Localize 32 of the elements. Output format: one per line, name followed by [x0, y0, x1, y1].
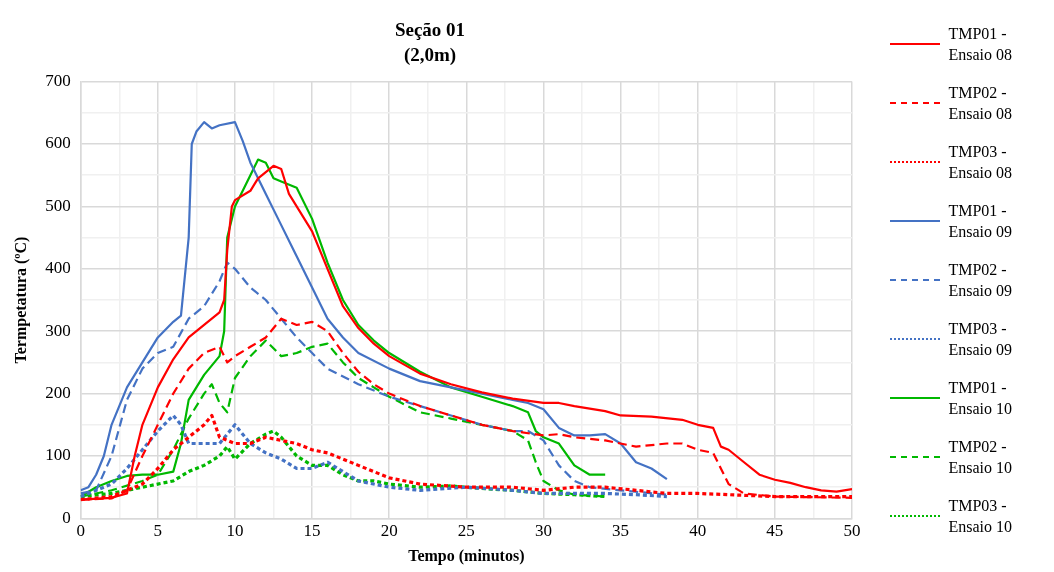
y-tick-label: 0	[62, 507, 71, 527]
x-tick-label: 15	[303, 521, 321, 541]
legend-label: TMP02 - Ensaio 10	[948, 436, 1013, 478]
legend-label: TMP01 - Ensaio 10	[948, 377, 1013, 419]
x-tick-label: 0	[76, 521, 85, 541]
legend-label: TMP01 - Ensaio 09	[948, 200, 1013, 242]
y-tick-label: 600	[45, 133, 71, 153]
legend-label: TMP03 - Ensaio 09	[948, 318, 1013, 360]
chart-subtitle: (2,0m)	[403, 44, 457, 67]
x-tick-label: 45	[766, 521, 784, 541]
chart-title: Seção 01	[394, 19, 466, 41]
x-tick-label: 10	[226, 521, 244, 541]
x-tick-label: 40	[689, 521, 707, 541]
y-tick-label: 400	[45, 258, 71, 278]
x-tick-label: 20	[380, 521, 398, 541]
legend-label: TMP03 - Ensaio 08	[948, 141, 1013, 183]
legend-label: TMP02 - Ensaio 08	[948, 82, 1013, 124]
legend-label: TMP02 - Ensaio 09	[948, 259, 1013, 301]
y-tick-label: 100	[45, 445, 71, 465]
y-tick-label: 500	[45, 195, 71, 215]
y-tick-label: 700	[45, 71, 71, 91]
x-axis-title: Tempo (minutos)	[408, 546, 525, 565]
x-tick-label: 50	[843, 521, 861, 541]
legend-label: TMP01 - Ensaio 08	[948, 23, 1013, 65]
y-tick-label: 200	[45, 383, 71, 403]
x-tick-label: 30	[534, 521, 552, 541]
x-tick-label: 5	[153, 521, 163, 541]
x-tick-label: 35	[612, 521, 630, 541]
x-tick-label: 25	[457, 521, 475, 541]
y-tick-label: 300	[45, 320, 71, 340]
y-axis-title: Termpetatura (ºC)	[11, 236, 30, 364]
legend-label: TMP03 - Ensaio 10	[948, 495, 1013, 537]
